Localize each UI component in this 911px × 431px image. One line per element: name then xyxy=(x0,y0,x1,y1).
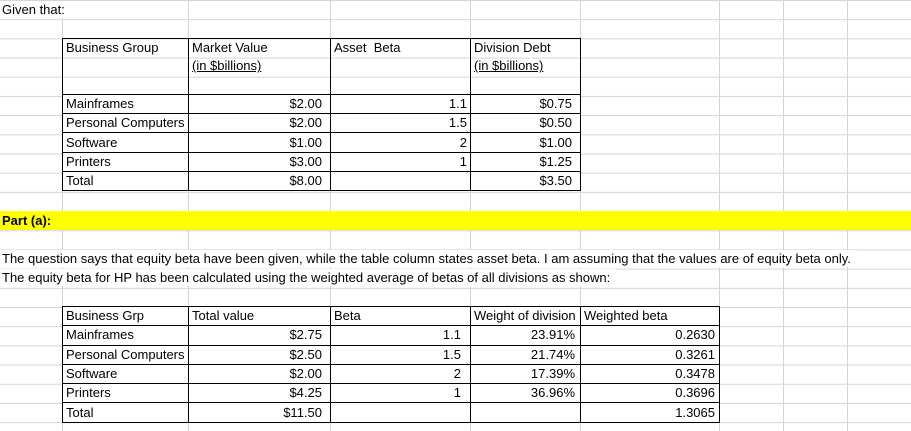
cell-division-debt[interactable]: $3.50 xyxy=(470,171,581,192)
cell-weighted-beta[interactable]: 0.2630 xyxy=(580,325,720,346)
header-business-group[interactable]: Business Group xyxy=(62,38,189,58)
cell-weighted-beta[interactable]: 0.3478 xyxy=(580,363,720,385)
header-beta[interactable]: Beta xyxy=(330,305,471,327)
header-business-grp[interactable]: Business Grp xyxy=(62,305,189,327)
cell-weight-of-division[interactable]: 17.39% xyxy=(470,363,581,385)
cell-business-group[interactable]: Software xyxy=(62,132,189,153)
given-data-table: Business Group Market Value Asset Beta D… xyxy=(62,38,581,192)
cell-weight-of-division[interactable]: 23.91% xyxy=(470,325,581,346)
header-weighted-beta[interactable]: Weighted beta xyxy=(580,305,720,327)
table-row: Software $1.00 2 $1.00 xyxy=(62,132,581,153)
subheader-division-debt-units[interactable]: (in $billions) xyxy=(470,57,581,76)
cell-division-debt[interactable]: $1.25 xyxy=(470,151,581,173)
cell-beta[interactable]: 1.5 xyxy=(330,344,471,365)
header-division-debt[interactable]: Division Debt xyxy=(470,38,581,58)
table-row: Personal Computers $2.00 1.5 $0.50 xyxy=(62,113,581,134)
header-weight-of-division[interactable]: Weight of division xyxy=(470,305,581,327)
cell-market-value[interactable]: $1.00 xyxy=(188,132,331,153)
header-total-value[interactable]: Total value xyxy=(188,305,331,327)
cell-business-group[interactable]: Mainframes xyxy=(62,93,189,115)
cell-business-group[interactable]: Total xyxy=(62,171,189,192)
cell-beta[interactable]: 1.1 xyxy=(330,325,471,346)
table-row: Printers $4.25 1 36.96% 0.3696 xyxy=(62,383,720,404)
cell-total-value[interactable]: $2.50 xyxy=(188,344,331,365)
cell-beta[interactable] xyxy=(330,402,471,423)
part-a-label[interactable]: Part (a): xyxy=(2,213,52,228)
cell-empty[interactable] xyxy=(62,75,189,95)
cell-asset-beta[interactable]: 1 xyxy=(330,151,471,173)
cell-division-debt[interactable]: $0.75 xyxy=(470,93,581,115)
cell-total-value[interactable]: $4.25 xyxy=(188,383,331,404)
cell-market-value[interactable]: $2.00 xyxy=(188,113,331,134)
header-market-value[interactable]: Market Value xyxy=(188,38,331,58)
cell-business-grp[interactable]: Total xyxy=(62,402,189,423)
table-total-row: Total $8.00 $3.50 xyxy=(62,171,581,192)
cell-division-debt[interactable]: $0.50 xyxy=(470,113,581,134)
table-row: Mainframes $2.75 1.1 23.91% 0.2630 xyxy=(62,325,720,346)
cell-total-value[interactable]: $2.75 xyxy=(188,325,331,346)
table-spacer-row xyxy=(62,75,581,95)
cell-asset-beta[interactable] xyxy=(330,171,471,192)
cell-division-debt[interactable]: $1.00 xyxy=(470,132,581,153)
cell-weighted-beta[interactable]: 0.3261 xyxy=(580,344,720,365)
cell-weighted-beta[interactable]: 0.3696 xyxy=(580,383,720,404)
cell-empty[interactable] xyxy=(62,57,189,76)
table-header-row: Business Group Market Value Asset Beta D… xyxy=(62,38,581,58)
cell-weight-of-division[interactable]: 36.96% xyxy=(470,383,581,404)
cell-beta[interactable]: 2 xyxy=(330,363,471,385)
table-header-row: Business Grp Total value Beta Weight of … xyxy=(62,305,720,327)
table-row: Printers $3.00 1 $1.25 xyxy=(62,151,581,173)
given-that-label[interactable]: Given that: xyxy=(0,1,71,18)
cell-business-grp[interactable]: Software xyxy=(62,363,189,385)
cell-market-value[interactable]: $2.00 xyxy=(188,93,331,115)
cell-business-grp[interactable]: Mainframes xyxy=(62,325,189,346)
cell-business-group[interactable]: Personal Computers xyxy=(62,113,189,134)
cell-market-value[interactable]: $8.00 xyxy=(188,171,331,192)
cell-asset-beta[interactable]: 1.5 xyxy=(330,113,471,134)
cell-asset-beta[interactable]: 2 xyxy=(330,132,471,153)
cell-total-value[interactable]: $11.50 xyxy=(188,402,331,423)
header-asset-beta[interactable]: Asset Beta xyxy=(330,38,471,58)
cell-business-grp[interactable]: Personal Computers xyxy=(62,344,189,365)
note-line-1[interactable]: The question says that equity beta have … xyxy=(0,250,857,267)
table-row: Mainframes $2.00 1.1 $0.75 xyxy=(62,93,581,115)
cell-weight-of-division[interactable]: 21.74% xyxy=(470,344,581,365)
cell-weight-of-division[interactable] xyxy=(470,402,581,423)
cell-market-value[interactable]: $3.00 xyxy=(188,151,331,173)
cell-total-value[interactable]: $2.00 xyxy=(188,363,331,385)
cell-beta[interactable]: 1 xyxy=(330,383,471,404)
table-total-row: Total $11.50 1.3065 xyxy=(62,402,720,423)
cell-empty[interactable] xyxy=(330,57,471,76)
part-a-highlight-band: Part (a): xyxy=(0,211,911,230)
table-row: Personal Computers $2.50 1.5 21.74% 0.32… xyxy=(62,344,720,365)
table-row: Software $2.00 2 17.39% 0.3478 xyxy=(62,363,720,385)
cell-empty[interactable] xyxy=(470,75,581,95)
cell-asset-beta[interactable]: 1.1 xyxy=(330,93,471,115)
cell-empty[interactable] xyxy=(188,75,331,95)
subheader-market-value-units[interactable]: (in $billions) xyxy=(188,57,331,76)
cell-business-group[interactable]: Printers xyxy=(62,151,189,173)
weighted-beta-table: Business Grp Total value Beta Weight of … xyxy=(62,305,720,423)
table-subheader-row: (in $billions) (in $billions) xyxy=(62,57,581,76)
cell-business-grp[interactable]: Printers xyxy=(62,383,189,404)
cell-weighted-beta[interactable]: 1.3065 xyxy=(580,402,720,423)
cell-empty[interactable] xyxy=(330,75,471,95)
note-line-2[interactable]: The equity beta for HP has been calculat… xyxy=(0,269,617,286)
